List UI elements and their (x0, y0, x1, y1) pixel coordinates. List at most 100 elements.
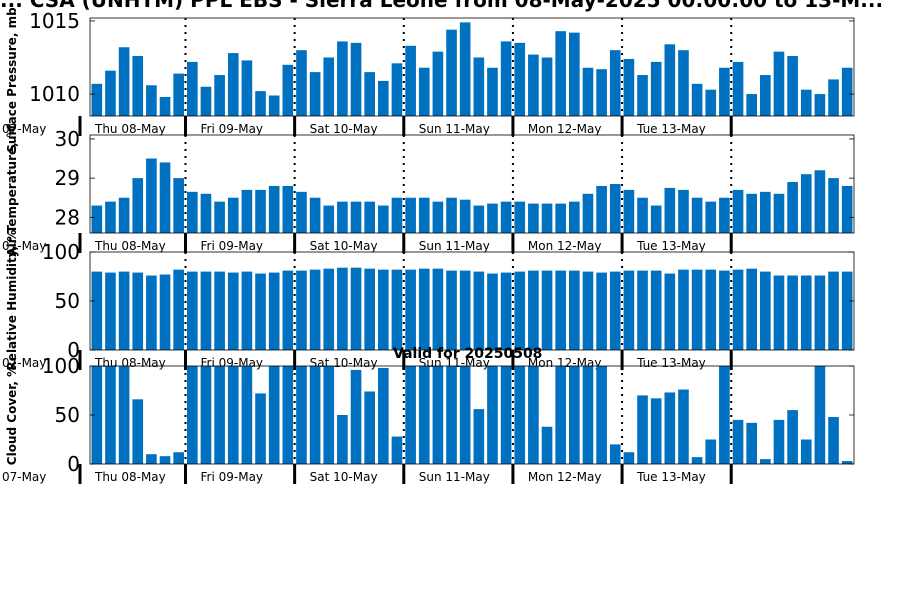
bar (227, 272, 239, 350)
bar (569, 32, 580, 116)
bar (569, 366, 580, 464)
bar (746, 422, 757, 464)
bar (309, 72, 321, 116)
bar (227, 53, 239, 116)
bar (814, 94, 826, 116)
bar (323, 268, 335, 350)
bar (582, 193, 594, 233)
bar (760, 459, 771, 464)
bar (746, 94, 757, 116)
bar (446, 366, 457, 464)
bar (719, 366, 730, 464)
bar (500, 272, 512, 350)
bar (241, 60, 253, 116)
bar (705, 269, 717, 350)
bar (623, 189, 635, 233)
day-label: Sun 11-May (419, 470, 490, 484)
bar (378, 367, 389, 464)
bar (596, 185, 607, 233)
bar (173, 452, 184, 464)
bar (173, 269, 184, 350)
day-label: Sat 10-May (310, 239, 378, 253)
bar (541, 426, 553, 464)
bar (132, 399, 144, 464)
bar (446, 270, 457, 350)
bar (432, 366, 444, 464)
bar (241, 271, 253, 350)
bar (418, 366, 430, 464)
bar (719, 67, 730, 116)
bar (405, 197, 416, 233)
bar (705, 201, 717, 233)
day-label: Tue 13-May (636, 356, 706, 370)
bar (391, 436, 403, 464)
y-axis-label: Surface Pressure, mb (5, 7, 19, 153)
bar (746, 193, 757, 233)
bar (773, 275, 785, 350)
bar (118, 47, 130, 116)
bar (541, 270, 553, 350)
bar (241, 189, 253, 233)
prev-day-label: Wed 07-May (0, 356, 46, 370)
bar (309, 197, 321, 233)
day-label: Sun 11-May (419, 239, 490, 253)
bar (214, 75, 225, 116)
bar (514, 366, 526, 464)
day-label: Fri 09-May (201, 122, 264, 136)
bar (623, 270, 635, 350)
bar (227, 366, 239, 464)
bar (678, 389, 689, 464)
bar (678, 269, 689, 350)
bar (105, 272, 116, 350)
bar (268, 185, 280, 233)
bar (514, 201, 526, 233)
bar (350, 201, 362, 233)
bar (473, 271, 485, 350)
bar (159, 162, 171, 233)
bar (200, 86, 212, 116)
bar (609, 50, 621, 116)
bar (200, 366, 212, 464)
bar (309, 366, 321, 464)
bar (473, 409, 485, 464)
bar (569, 201, 580, 233)
bar (691, 457, 703, 464)
bar (364, 268, 375, 350)
bar (350, 369, 362, 464)
bar (323, 366, 335, 464)
bar (214, 201, 225, 233)
bar (637, 395, 648, 464)
bar (337, 41, 348, 116)
bar (528, 54, 539, 116)
bar (719, 270, 730, 350)
bar (596, 69, 607, 116)
bar (800, 89, 812, 116)
prev-day-label: Wed 07-May (0, 122, 46, 136)
bar (364, 201, 375, 233)
bar (118, 366, 130, 464)
bar (146, 85, 157, 116)
bar (459, 199, 471, 233)
bar (459, 366, 471, 464)
bar (528, 366, 539, 464)
bar (582, 67, 594, 116)
bar (828, 416, 839, 464)
bar (432, 51, 444, 116)
bar (268, 95, 280, 116)
bar (405, 45, 416, 116)
bar (732, 189, 744, 233)
bar (282, 270, 294, 350)
y-tick-label: 0 (67, 452, 80, 476)
bar (500, 201, 512, 233)
bar (146, 275, 157, 350)
bar (814, 170, 826, 233)
bar (487, 273, 498, 350)
bar (418, 67, 430, 116)
bar (678, 50, 689, 116)
bar (118, 271, 130, 350)
bar (296, 366, 307, 464)
bar (432, 268, 444, 350)
day-label: Thu 08-May (94, 122, 166, 136)
bar (760, 75, 771, 116)
